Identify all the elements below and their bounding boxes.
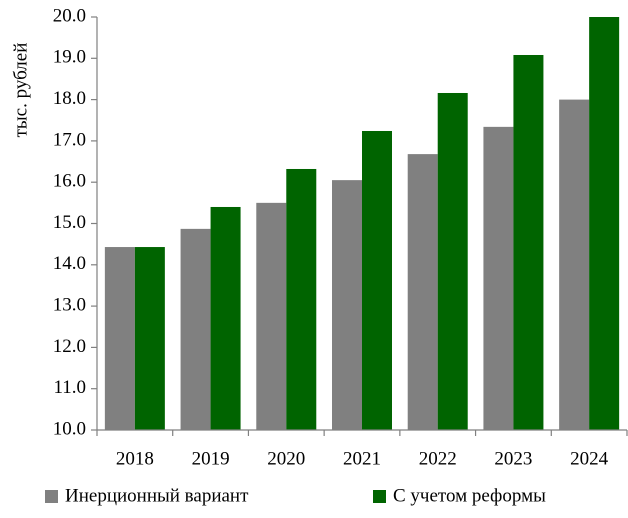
bar <box>407 154 438 430</box>
legend-label: С учетом реформы <box>393 485 546 506</box>
bar <box>104 247 135 430</box>
bar <box>437 92 468 430</box>
x-tick-label: 2021 <box>343 448 381 469</box>
x-tick-label: 2020 <box>267 448 305 469</box>
legend-label: Инерционный вариант <box>65 485 249 506</box>
y-tick-label: 12.0 <box>53 336 86 357</box>
bar <box>513 54 544 430</box>
y-tick-label: 19.0 <box>53 47 86 68</box>
x-tick-label: 2018 <box>116 448 154 469</box>
bar <box>332 180 362 430</box>
bar <box>362 130 392 430</box>
y-tick-label: 15.0 <box>53 212 86 233</box>
bar <box>559 99 590 430</box>
y-tick-label: 18.0 <box>53 88 86 109</box>
bar <box>483 126 514 430</box>
y-tick-label: 10.0 <box>53 418 86 439</box>
bar <box>180 228 211 430</box>
bar <box>210 206 241 430</box>
x-tick-label: 2023 <box>494 448 532 469</box>
bar <box>286 168 317 430</box>
x-tick-label: 2022 <box>419 448 457 469</box>
y-tick-label: 13.0 <box>53 294 86 315</box>
y-tick-label: 16.0 <box>53 171 86 192</box>
bar <box>134 247 165 430</box>
bar <box>589 17 620 430</box>
x-tick-label: 2019 <box>192 448 230 469</box>
y-tick-label: 11.0 <box>53 377 86 398</box>
y-axis-label: тыс. рублей <box>10 43 31 138</box>
y-tick-label: 20.0 <box>53 5 86 26</box>
legend-swatch <box>45 490 58 503</box>
y-tick-label: 17.0 <box>53 129 86 150</box>
bar <box>256 202 287 430</box>
x-tick-label: 2024 <box>570 448 609 469</box>
legend-swatch <box>373 490 386 503</box>
y-tick-label: 14.0 <box>53 253 86 274</box>
